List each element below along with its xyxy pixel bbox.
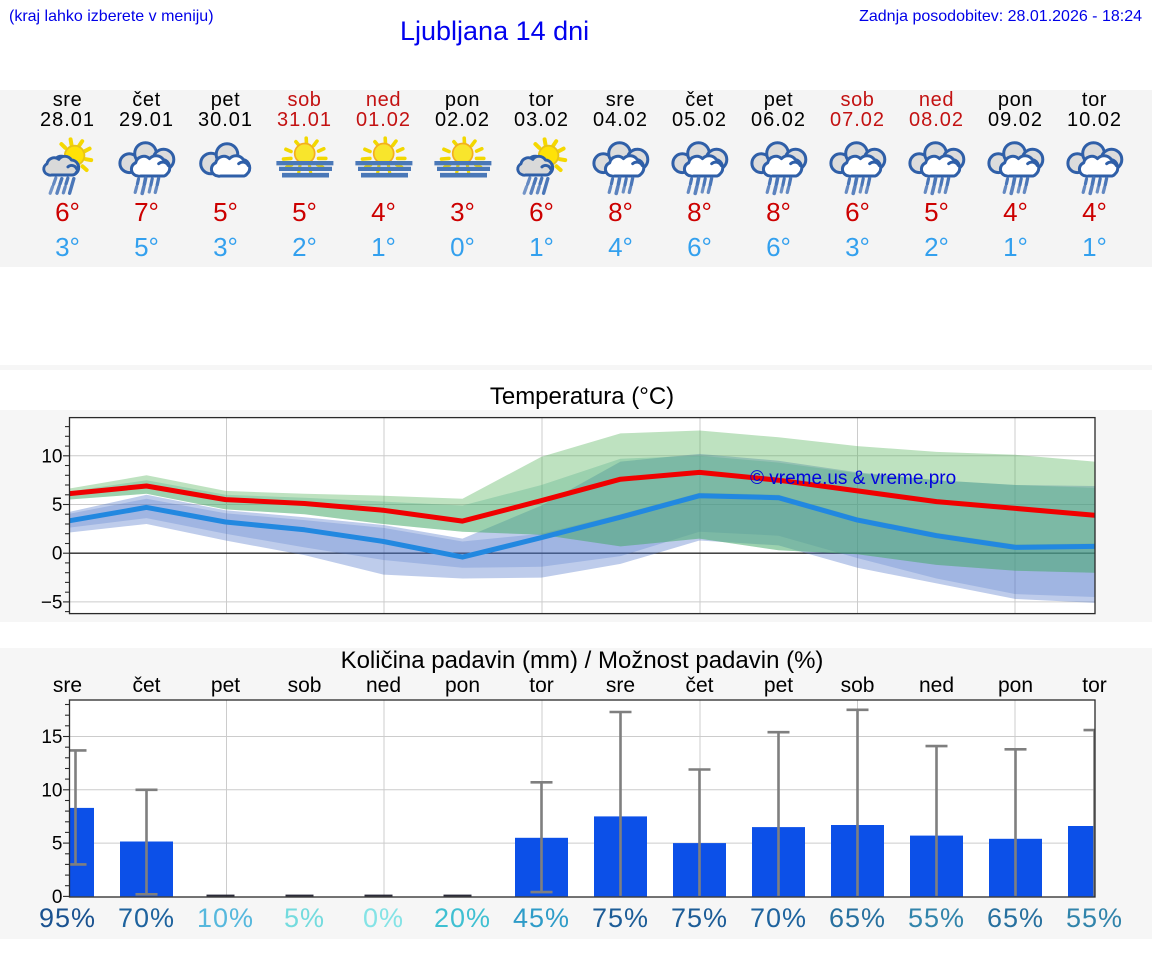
svg-text:sob: sob bbox=[841, 674, 875, 697]
svg-text:čet: čet bbox=[685, 674, 713, 697]
svg-text:0: 0 bbox=[52, 544, 63, 565]
svg-text:tor: tor bbox=[529, 674, 554, 697]
svg-text:0: 0 bbox=[52, 887, 63, 908]
svg-text:10: 10 bbox=[41, 446, 62, 467]
svg-text:65%: 65% bbox=[829, 903, 886, 933]
svg-text:ned: ned bbox=[919, 674, 954, 697]
svg-text:−5: −5 bbox=[41, 592, 63, 613]
svg-text:5%: 5% bbox=[284, 903, 325, 933]
svg-text:10%: 10% bbox=[197, 903, 254, 933]
svg-text:čet: čet bbox=[132, 674, 160, 697]
svg-text:10: 10 bbox=[41, 780, 62, 801]
svg-text:ned: ned bbox=[366, 674, 401, 697]
svg-text:pon: pon bbox=[998, 674, 1033, 697]
svg-text:75%: 75% bbox=[671, 903, 728, 933]
svg-text:5: 5 bbox=[52, 834, 63, 855]
svg-text:Količina padavin (mm) / Možnos: Količina padavin (mm) / Možnost padavin … bbox=[341, 648, 824, 674]
svg-text:tor: tor bbox=[1082, 674, 1107, 697]
svg-text:45%: 45% bbox=[513, 903, 570, 933]
svg-text:5: 5 bbox=[52, 495, 63, 516]
svg-text:pon: pon bbox=[445, 674, 480, 697]
svg-text:70%: 70% bbox=[118, 903, 175, 933]
svg-text:sre: sre bbox=[606, 674, 635, 697]
svg-text:pet: pet bbox=[764, 674, 793, 697]
svg-text:75%: 75% bbox=[592, 903, 649, 933]
svg-text:© vreme.us & vreme.pro: © vreme.us & vreme.pro bbox=[750, 468, 956, 489]
svg-text:15: 15 bbox=[41, 727, 62, 748]
svg-text:55%: 55% bbox=[908, 903, 965, 933]
svg-text:70%: 70% bbox=[750, 903, 807, 933]
svg-text:pet: pet bbox=[211, 674, 240, 697]
svg-text:95%: 95% bbox=[39, 903, 96, 933]
svg-text:65%: 65% bbox=[987, 903, 1044, 933]
svg-text:20%: 20% bbox=[434, 903, 491, 933]
svg-text:sre: sre bbox=[53, 674, 82, 697]
svg-text:0%: 0% bbox=[363, 903, 404, 933]
svg-text:sob: sob bbox=[288, 674, 322, 697]
svg-text:55%: 55% bbox=[1066, 903, 1123, 933]
